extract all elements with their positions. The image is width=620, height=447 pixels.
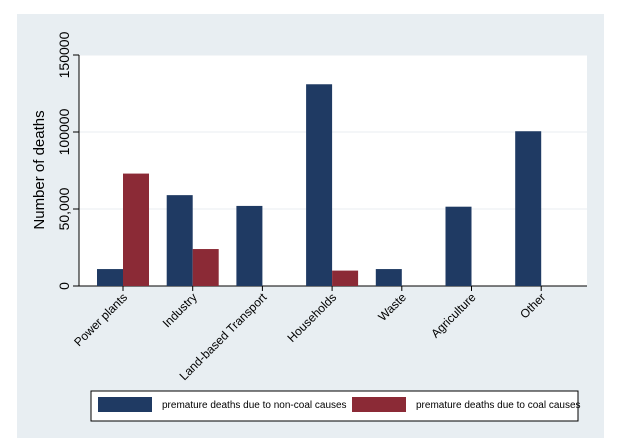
- y-axis-ticks: 0 50,000 100000 150000: [56, 31, 79, 290]
- bar-non-coal: [515, 131, 542, 286]
- bar-non-coal: [166, 195, 193, 286]
- bar-non-coal: [306, 84, 333, 286]
- bar-non-coal: [445, 206, 472, 286]
- y-tick-label: 0: [56, 282, 72, 290]
- legend-swatch-coal: [352, 397, 406, 412]
- bar-coal: [192, 249, 219, 286]
- bars: [97, 84, 542, 286]
- bar-coal: [332, 270, 359, 286]
- bar-non-coal: [236, 205, 263, 286]
- y-tick-label: 100000: [56, 108, 72, 155]
- legend-label-non-coal: premature deaths due to non-coal causes: [162, 400, 347, 411]
- legend-label-coal: premature deaths due to coal causes: [416, 400, 581, 411]
- y-tick-label: 150000: [56, 31, 72, 78]
- legend-box: [90, 390, 579, 422]
- bar-non-coal: [375, 269, 402, 286]
- y-tick-label: 50,000: [56, 187, 72, 230]
- gridlines: [79, 54, 587, 210]
- y-axis-label: Number of deaths: [31, 110, 48, 229]
- legend: premature deaths due to non-coal causes p…: [90, 390, 581, 422]
- plot-background: [79, 55, 587, 286]
- bar-coal: [123, 173, 149, 286]
- legend-swatch-non-coal: [98, 397, 152, 412]
- bar-non-coal: [97, 269, 123, 286]
